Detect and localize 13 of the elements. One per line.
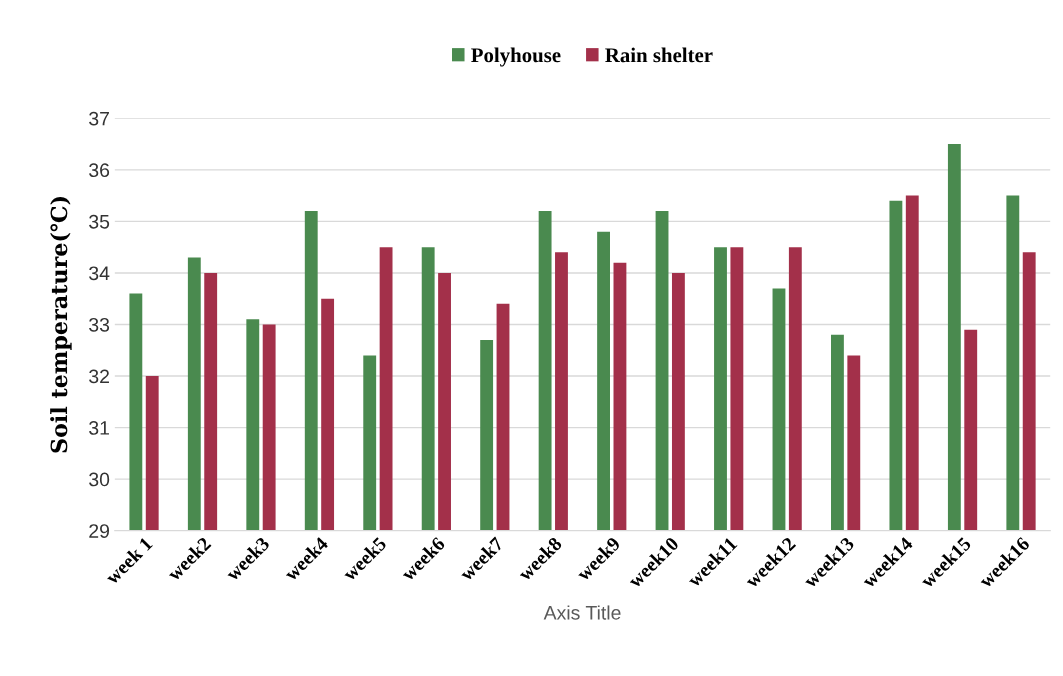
legend-label: Rain shelter bbox=[605, 47, 713, 63]
y-tick-label: 35 bbox=[89, 214, 110, 229]
y-tick-label: 29 bbox=[89, 524, 110, 538]
y-tick-label: 37 bbox=[89, 111, 109, 126]
y-tick-label: 36 bbox=[89, 163, 110, 178]
x-axis-title: Axis Title bbox=[543, 605, 621, 620]
y-axis-title: Soil temperature(℃) bbox=[50, 197, 72, 453]
y-tick-label: 33 bbox=[89, 317, 110, 332]
y-tick-label: 31 bbox=[89, 421, 109, 435]
y-tick-label: 34 bbox=[89, 266, 110, 281]
y-tick-label: 30 bbox=[89, 472, 110, 487]
y-tick-label: 32 bbox=[89, 369, 109, 384]
legend-label: Polyhouse bbox=[471, 47, 561, 67]
